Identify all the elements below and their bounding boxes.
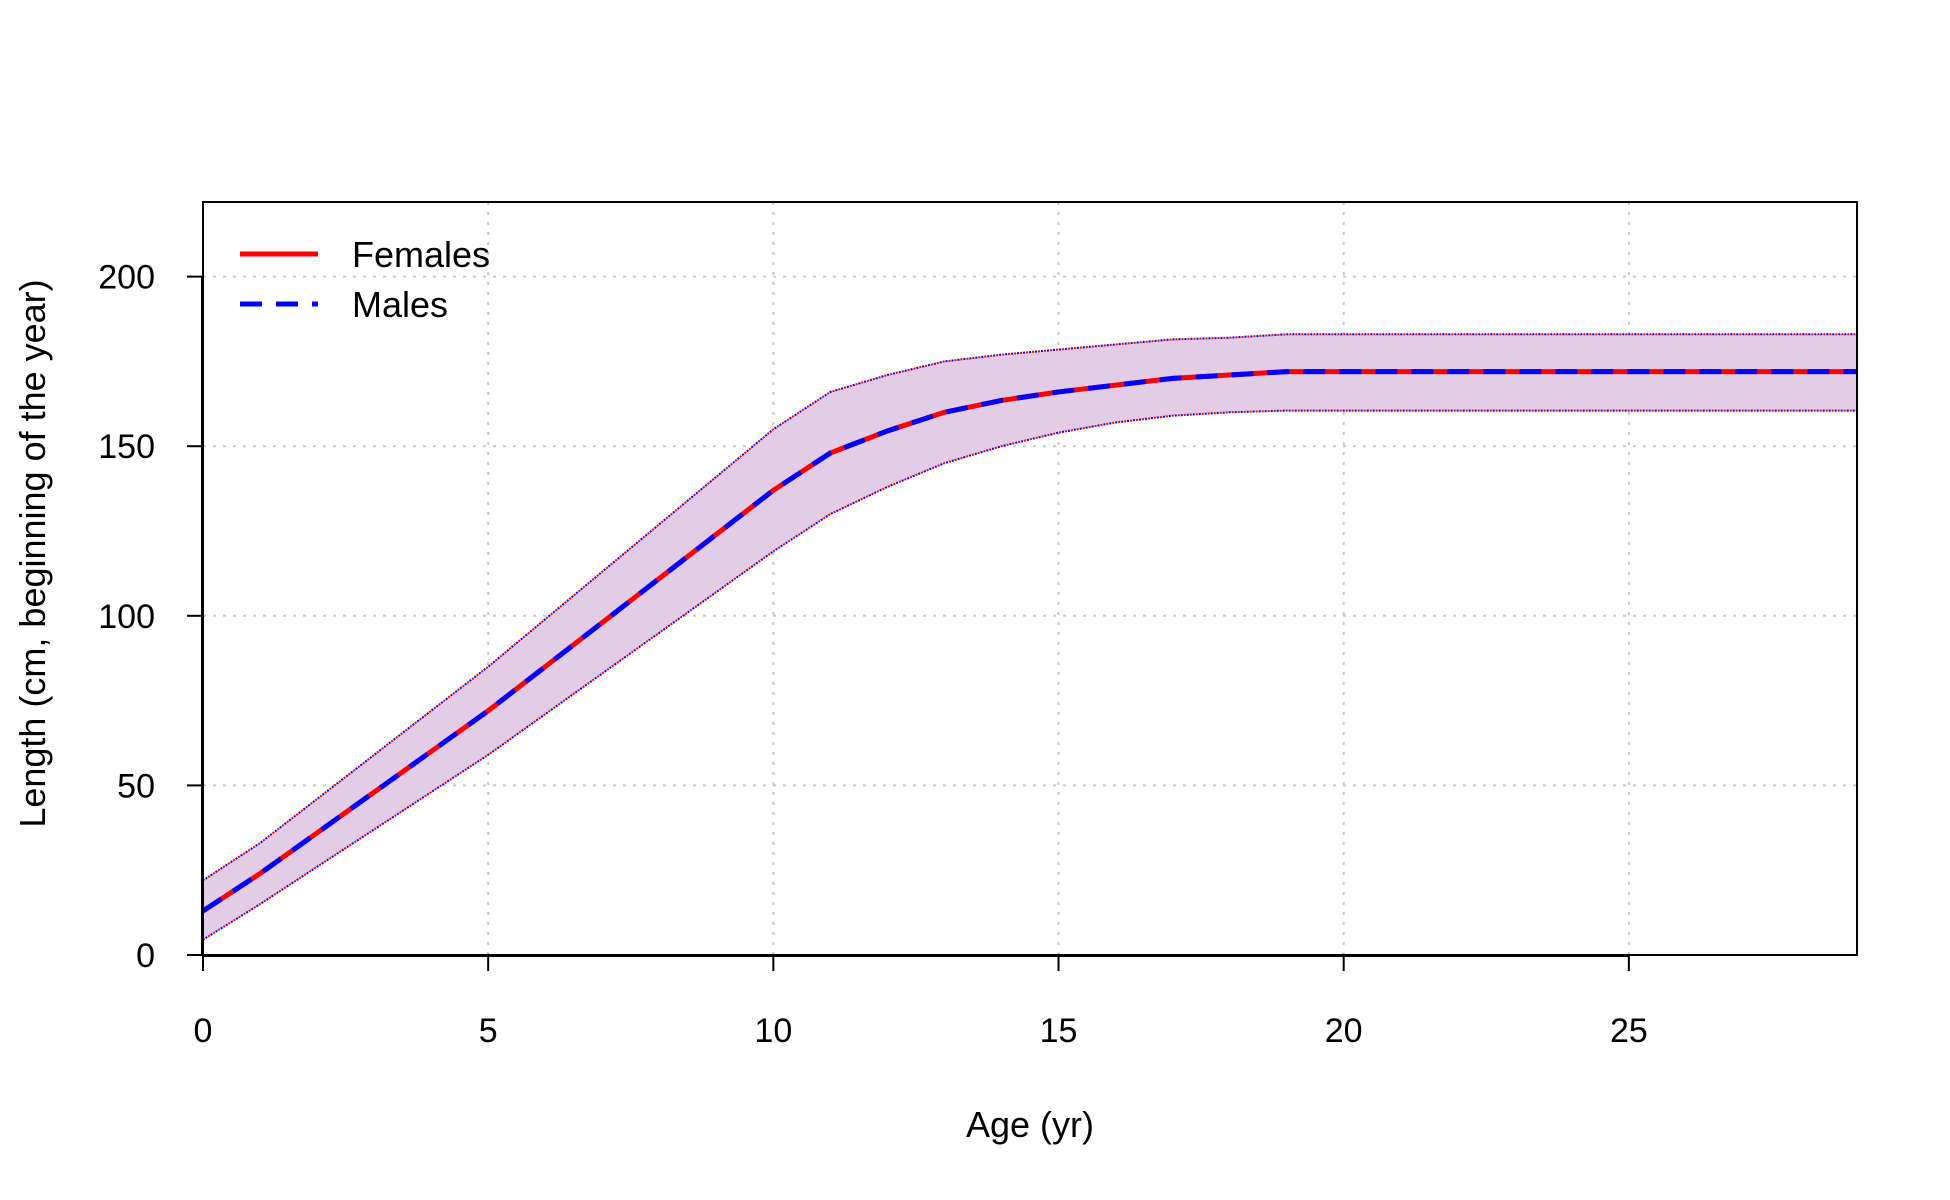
x-tick-label: 0	[194, 1012, 213, 1050]
females-lower-bound-line	[202, 409, 1857, 941]
females-legend-label: Females	[352, 234, 490, 275]
x-tick-label: 5	[479, 1012, 498, 1050]
x-tick-label: 15	[1040, 1012, 1078, 1050]
confidence-band	[203, 334, 1857, 940]
confidence-bands	[202, 333, 1857, 941]
legend: Females Males	[240, 234, 490, 325]
x-axis-title: Age (yr)	[966, 1104, 1094, 1145]
x-tick-label: 25	[1610, 1012, 1648, 1050]
males-legend-label: Males	[352, 284, 448, 325]
axes: 0 5 10 15 20 25 0 50 100 150 200	[98, 259, 1648, 1050]
males-series-line	[201, 369, 1857, 913]
x-tick-label: 10	[754, 1012, 792, 1050]
y-tick-label: 100	[98, 598, 155, 636]
y-tick-label: 50	[117, 767, 155, 805]
males-lower-bound-line	[202, 409, 1857, 941]
males-upper-bound-line	[202, 333, 1857, 882]
series-lines	[201, 369, 1857, 913]
y-tick-label: 150	[98, 428, 155, 466]
y-tick-label: 200	[98, 259, 155, 297]
y-axis-title: Length (cm, beginning of the year)	[12, 279, 53, 827]
y-tick-label: 0	[136, 937, 155, 975]
x-tick-label: 20	[1325, 1012, 1363, 1050]
